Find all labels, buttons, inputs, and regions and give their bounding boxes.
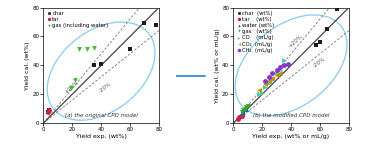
Point <box>262 86 268 88</box>
Point <box>256 93 262 95</box>
Point <box>262 83 268 85</box>
X-axis label: Yield exp. (wt% or mL/g): Yield exp. (wt% or mL/g) <box>253 134 330 139</box>
Point <box>269 77 275 80</box>
Point <box>245 105 251 107</box>
Point <box>276 66 282 68</box>
Point <box>46 109 52 111</box>
Point <box>281 64 287 67</box>
Point <box>45 110 51 113</box>
Point <box>281 58 287 61</box>
Point <box>239 115 245 117</box>
Text: (a) the original CPD model: (a) the original CPD model <box>65 114 138 119</box>
Point <box>235 118 241 120</box>
X-axis label: Yield exp. (wt%): Yield exp. (wt%) <box>76 134 127 139</box>
Text: (b) the modified CPD model: (b) the modified CPD model <box>253 114 329 119</box>
Point <box>262 80 268 82</box>
Legend: char, tar, gas (including water): char, tar, gas (including water) <box>46 10 109 29</box>
Point <box>313 44 319 46</box>
Point <box>266 80 273 82</box>
Point <box>72 79 78 81</box>
Point <box>274 68 280 71</box>
Point <box>276 68 282 71</box>
Point <box>98 63 104 65</box>
Point <box>68 87 74 90</box>
Point <box>274 71 280 74</box>
Point <box>127 48 133 51</box>
Point <box>259 92 265 94</box>
Point <box>76 48 82 51</box>
Point <box>266 76 273 78</box>
Point <box>243 107 249 110</box>
Point <box>242 107 248 110</box>
Text: +20%: +20% <box>288 34 304 49</box>
Point <box>242 107 248 110</box>
Point <box>334 8 340 10</box>
Point <box>269 71 275 74</box>
Point <box>243 106 249 109</box>
Point <box>324 28 330 30</box>
Point <box>153 24 159 26</box>
Y-axis label: Yield cal. (wt% or mL/g): Yield cal. (wt% or mL/g) <box>215 28 220 103</box>
Point <box>141 22 147 25</box>
Point <box>266 81 273 84</box>
Text: -20%: -20% <box>98 81 112 94</box>
Point <box>256 89 262 91</box>
Point <box>239 112 245 114</box>
Point <box>269 79 275 81</box>
Text: -20%: -20% <box>313 57 327 69</box>
Point <box>237 115 243 117</box>
Y-axis label: Yield cal. (wt%): Yield cal. (wt%) <box>25 41 30 90</box>
Point <box>317 41 323 43</box>
Point <box>276 71 282 74</box>
Point <box>91 64 97 67</box>
Point <box>91 47 97 49</box>
Point <box>84 48 90 51</box>
Point <box>240 110 246 113</box>
Point <box>274 74 280 77</box>
Point <box>236 116 242 119</box>
Point <box>46 109 52 111</box>
Point <box>285 63 291 65</box>
Legend: char  (wt%), tar    (wt%), water (wt%), gas   (wt%), CO    (mL/g), CO₂  (mL/g), : char (wt%), tar (wt%), water (wt%), gas … <box>236 10 274 53</box>
Point <box>45 110 51 113</box>
Point <box>239 110 245 113</box>
Point <box>240 109 246 111</box>
Text: +20%: +20% <box>64 80 79 95</box>
